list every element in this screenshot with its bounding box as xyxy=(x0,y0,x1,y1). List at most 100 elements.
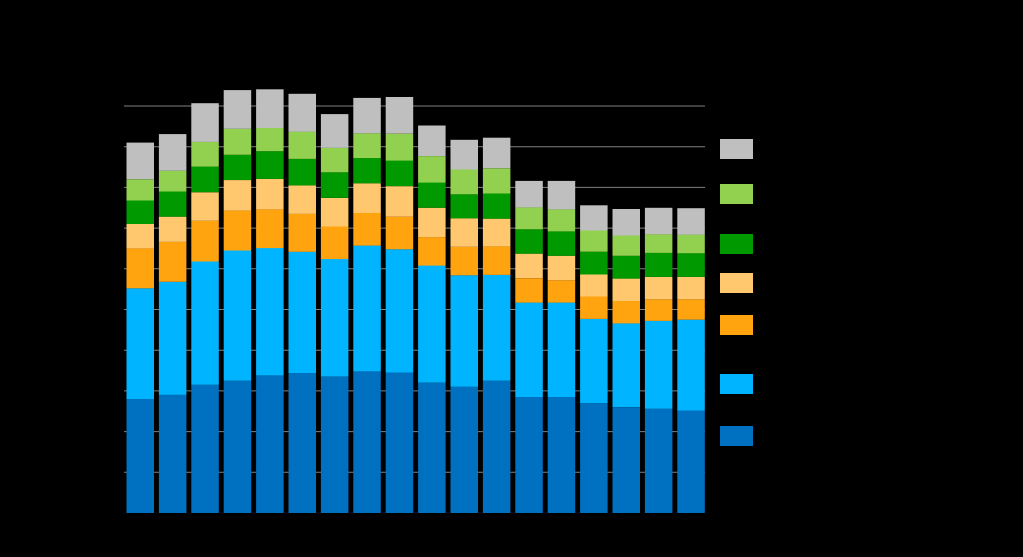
bar-segment xyxy=(288,373,316,513)
bar-segment xyxy=(612,407,640,513)
legend-swatch xyxy=(720,426,753,446)
bar-segment xyxy=(223,250,252,381)
bar-segment xyxy=(482,246,511,275)
bar-segment xyxy=(158,281,187,395)
bar-segment xyxy=(677,299,705,320)
bar-segment xyxy=(320,198,349,227)
bar-segment xyxy=(580,318,608,404)
bar-segment xyxy=(418,207,446,238)
bar-segment xyxy=(515,207,543,230)
bar-segment xyxy=(418,156,446,183)
legend-swatch xyxy=(720,315,753,335)
bar-segment xyxy=(126,224,154,249)
bar-segment xyxy=(580,403,608,513)
bar-segment xyxy=(644,299,673,321)
bar-segment xyxy=(353,183,381,213)
bar-segment xyxy=(450,386,478,513)
bar-segment xyxy=(256,128,284,152)
bar-segment xyxy=(547,255,576,281)
bar-segment xyxy=(515,229,543,254)
bar-segment xyxy=(288,158,316,186)
bar-segment xyxy=(450,169,478,195)
bar-segment xyxy=(191,384,219,513)
bar-segment xyxy=(612,323,640,408)
bar-segment xyxy=(288,251,316,373)
bar-segment xyxy=(223,128,252,155)
bar-segment xyxy=(256,248,284,376)
bar-segment xyxy=(418,125,446,156)
bar-segment xyxy=(547,397,576,513)
bar-segment xyxy=(353,213,381,246)
bar-segment xyxy=(515,180,543,208)
bar-segment xyxy=(126,179,154,201)
gridlines xyxy=(124,105,705,473)
bar-segment xyxy=(126,200,154,224)
legend xyxy=(720,139,753,446)
bar-segment xyxy=(450,194,478,219)
bar-segment xyxy=(547,280,576,303)
bar-segment xyxy=(158,170,187,192)
bar-segment xyxy=(677,208,705,235)
bar-segment xyxy=(288,213,316,252)
bar-segment xyxy=(677,234,705,254)
bar-segment xyxy=(158,191,187,217)
bar-segment xyxy=(580,230,608,252)
bar-segment xyxy=(612,278,640,301)
bar-segment xyxy=(126,399,154,513)
bar-segment xyxy=(482,380,511,513)
bar-segment xyxy=(223,380,252,513)
bar-segment xyxy=(256,209,284,249)
bar-segment xyxy=(482,168,511,194)
bar-segment xyxy=(547,302,576,397)
bar-segment xyxy=(418,182,446,208)
bar-segment xyxy=(191,166,219,193)
legend-swatch xyxy=(720,139,753,159)
bar-segment xyxy=(644,276,673,300)
legend-swatch xyxy=(720,184,753,204)
bar-segment xyxy=(612,301,640,324)
bar-segment xyxy=(677,319,705,411)
bar-segment xyxy=(256,178,284,210)
bar-segment xyxy=(353,133,381,159)
bar-segment xyxy=(515,302,543,397)
bar-segment xyxy=(385,160,414,187)
bar-segment xyxy=(126,248,154,289)
bar-segment xyxy=(385,372,414,513)
bar-segment xyxy=(126,288,154,399)
bar-segment xyxy=(547,180,576,210)
bar-segment xyxy=(223,210,252,251)
bars xyxy=(126,89,705,513)
legend-swatch xyxy=(720,273,753,293)
legend-swatch xyxy=(720,234,753,254)
bar-segment xyxy=(191,261,219,385)
bar-segment xyxy=(320,114,349,148)
bar-segment xyxy=(256,89,284,128)
bar-segment xyxy=(320,226,349,260)
bar-segment xyxy=(418,237,446,266)
bar-segment xyxy=(320,172,349,198)
bar-segment xyxy=(677,410,705,513)
bar-segment xyxy=(223,180,252,211)
bar-segment xyxy=(288,93,316,132)
bar-segment xyxy=(450,275,478,387)
bar-segment xyxy=(580,205,608,231)
bar-segment xyxy=(191,192,219,221)
bar-segment xyxy=(580,296,608,319)
bar-segment xyxy=(191,103,219,142)
bar-segment xyxy=(677,253,705,277)
bar-segment xyxy=(482,193,511,219)
bar-segment xyxy=(320,147,349,173)
bar-segment xyxy=(644,234,673,253)
bar-segment xyxy=(482,274,511,381)
bar-segment xyxy=(580,274,608,297)
bar-segment xyxy=(320,259,349,377)
bar-segment xyxy=(515,253,543,279)
bar-segment xyxy=(385,216,414,250)
bar-segment xyxy=(644,408,673,513)
bar-segment xyxy=(612,209,640,236)
bar-segment xyxy=(644,252,673,277)
bar-segment xyxy=(385,133,414,161)
bar-segment xyxy=(644,207,673,235)
bar-segment xyxy=(385,249,414,373)
